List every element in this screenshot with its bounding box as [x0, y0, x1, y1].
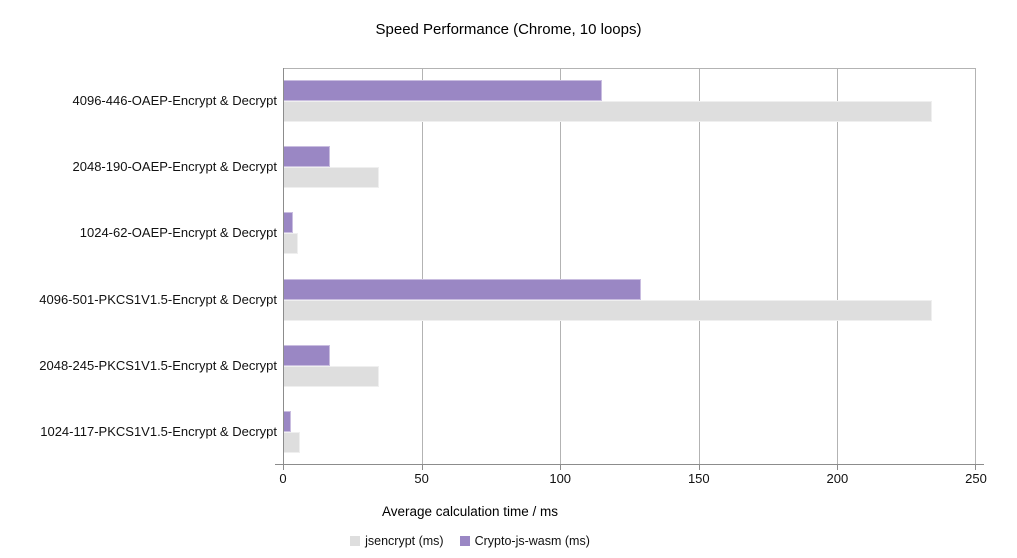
bar-jsencrypt-ms — [283, 101, 932, 123]
category-label: 4096-501-PKCS1V1.5-Encrypt & Decrypt — [39, 291, 277, 307]
gridline — [560, 68, 562, 465]
category-label: 1024-117-PKCS1V1.5-Encrypt & Decrypt — [40, 423, 277, 439]
tick-mark — [837, 465, 839, 470]
legend-item-jsencrypt-ms: jsencrypt (ms) — [350, 534, 444, 548]
x-axis-tick-labels: 0 50 100 150 200 250 — [279, 471, 986, 487]
legend-item-crypto-js-wasm-ms: Crypto-js-wasm (ms) — [459, 534, 590, 548]
x-axis-line — [275, 464, 984, 465]
tick-mark — [698, 465, 700, 470]
tick-mark — [975, 465, 976, 470]
legend-label: Crypto-js-wasm (ms) — [474, 534, 590, 548]
bar-jsencrypt-ms — [283, 431, 300, 453]
bar-crypto-js-wasm-ms — [283, 278, 641, 300]
x-axis-title: Average calculation time / ms — [381, 504, 559, 519]
tick-mark — [421, 465, 423, 470]
x-tick-label: 50 — [414, 471, 429, 486]
bar-crypto-js-wasm-ms — [283, 80, 602, 102]
gridline — [421, 68, 423, 465]
bar-jsencrypt-ms — [283, 167, 379, 189]
bar-crypto-js-wasm-ms — [283, 212, 293, 234]
legend-swatch-crypto-js-wasm-ms — [459, 536, 470, 546]
category-label: 1024-62-OAEP-Encrypt & Decrypt — [79, 225, 277, 241]
y-axis-line — [283, 68, 284, 465]
gridline — [837, 68, 839, 465]
category-axis-labels: 4096-446-OAEP-Encrypt & Decrypt 2048-190-… — [0, 68, 277, 465]
bar-jsencrypt-ms — [283, 233, 299, 255]
tick-mark — [560, 465, 562, 470]
x-tick-label: 150 — [687, 471, 710, 486]
gridline — [698, 68, 700, 465]
bar-crypto-js-wasm-ms — [283, 344, 331, 366]
bar-jsencrypt-ms — [283, 299, 932, 321]
category-label: 4096-446-OAEP-Encrypt & Decrypt — [72, 93, 277, 109]
gridline — [975, 68, 976, 465]
tick-mark — [283, 465, 284, 470]
plot-top-border — [283, 68, 976, 69]
x-tick-label: 0 — [279, 471, 287, 486]
category-label: 2048-190-OAEP-Encrypt & Decrypt — [72, 159, 277, 175]
chart-title: Speed Performance (Chrome, 10 loops) — [375, 21, 642, 38]
legend: jsencrypt (ms) Crypto-js-wasm (ms) — [0, 534, 940, 548]
bar-crypto-js-wasm-ms — [283, 146, 331, 168]
x-tick-label: 100 — [549, 471, 572, 486]
plot-area — [275, 68, 984, 470]
bar-jsencrypt-ms — [283, 365, 379, 387]
category-label: 2048-245-PKCS1V1.5-Encrypt & Decrypt — [39, 357, 277, 373]
bars-layer — [283, 68, 976, 465]
bar-crypto-js-wasm-ms — [283, 410, 292, 432]
x-tick-label: 200 — [826, 471, 849, 486]
legend-swatch-jsencrypt-ms — [350, 536, 361, 546]
legend-label: jsencrypt (ms) — [365, 534, 444, 548]
x-tick-label: 250 — [965, 471, 987, 486]
